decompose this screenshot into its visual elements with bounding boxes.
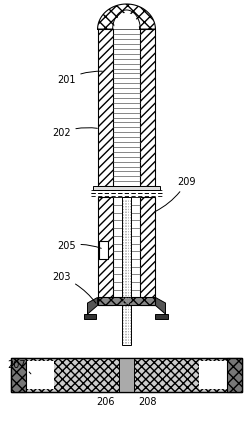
Bar [97, 197, 112, 305]
Text: 205: 205 [57, 241, 101, 251]
Polygon shape [87, 297, 97, 314]
Polygon shape [97, 4, 155, 29]
Bar [140, 197, 155, 305]
Bar [112, 197, 140, 305]
Bar [97, 29, 112, 186]
Polygon shape [155, 297, 165, 314]
Polygon shape [112, 10, 140, 29]
Bar [92, 186, 160, 190]
Text: 206: 206 [96, 396, 114, 407]
Bar [226, 358, 241, 392]
Bar [11, 358, 241, 392]
Bar [140, 29, 155, 186]
Bar [112, 29, 140, 186]
Text: 209: 209 [155, 177, 195, 211]
Bar [11, 358, 26, 392]
Bar [97, 297, 155, 305]
Text: 207: 207 [8, 360, 31, 374]
Polygon shape [113, 13, 139, 29]
Bar [99, 241, 108, 259]
Bar [119, 358, 133, 392]
Text: 201: 201 [57, 71, 102, 85]
Bar [155, 314, 167, 319]
Bar [26, 361, 53, 389]
Text: 203: 203 [52, 272, 96, 303]
Bar [83, 314, 96, 319]
Bar [11, 358, 241, 392]
Bar [121, 197, 131, 345]
Text: 208: 208 [138, 396, 156, 407]
Text: 202: 202 [52, 128, 97, 138]
Bar [199, 361, 226, 389]
